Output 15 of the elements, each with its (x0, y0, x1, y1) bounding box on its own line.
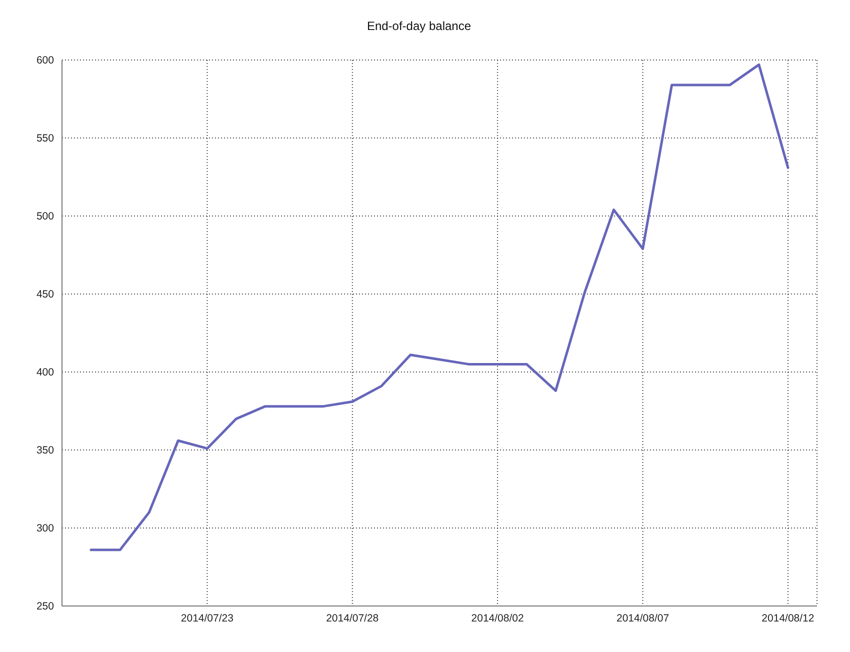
line-series (90, 63, 790, 552)
x-tick-label: 2014/08/02 (471, 612, 524, 624)
x-tick-label: 2014/08/12 (762, 612, 814, 624)
x-tick-label: 2014/08/07 (616, 612, 670, 624)
chart-title: End-of-day balance (366, 19, 472, 33)
y-tick-label: 350 (36, 444, 54, 457)
y-tick-label: 500 (36, 210, 54, 223)
y-tick-label: 400 (36, 366, 54, 379)
y-tick-label: 250 (36, 600, 54, 613)
y-tick-label: 550 (36, 132, 54, 145)
y-tick-label: 450 (36, 288, 54, 301)
x-tick-label: 2014/07/28 (326, 612, 379, 624)
y-tick-label: 300 (36, 522, 54, 535)
x-tick-label: 2014/07/23 (180, 612, 234, 624)
y-tick-label: 600 (36, 54, 54, 67)
